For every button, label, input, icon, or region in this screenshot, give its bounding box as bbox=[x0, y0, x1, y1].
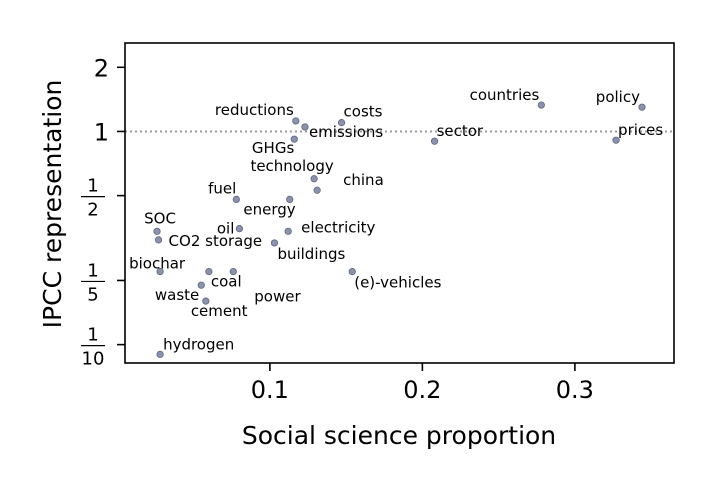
y-axis-title: IPCC representation bbox=[38, 80, 67, 329]
y-tick-numerator: 1 bbox=[87, 325, 98, 346]
data-point bbox=[156, 350, 164, 358]
point-label: cement bbox=[191, 302, 248, 320]
point-label: emissions bbox=[309, 123, 383, 141]
y-tick-fraction: 110 bbox=[81, 325, 105, 370]
point-label: countries bbox=[470, 86, 540, 104]
data-point bbox=[301, 123, 309, 131]
data-point bbox=[153, 227, 161, 235]
data-point bbox=[232, 195, 240, 204]
y-tick-numerator: 1 bbox=[87, 176, 98, 197]
point-label: SOC bbox=[144, 209, 176, 227]
point-label: electricity bbox=[301, 218, 375, 236]
point-label: biochar bbox=[129, 255, 186, 273]
y-tick-label: 2 bbox=[94, 54, 109, 82]
x-tick-label: 0.1 bbox=[251, 376, 289, 404]
y-tick-fraction: 12 bbox=[81, 176, 105, 221]
data-point bbox=[290, 135, 298, 143]
data-point bbox=[337, 119, 346, 127]
y-tick-label: 1 bbox=[94, 118, 109, 146]
data-point bbox=[202, 297, 210, 305]
data-point bbox=[284, 227, 292, 235]
data-point bbox=[205, 268, 213, 276]
points-layer bbox=[153, 101, 646, 358]
data-point bbox=[313, 186, 321, 194]
point-label: waste bbox=[155, 286, 199, 304]
point-label: (e)-vehicles bbox=[354, 274, 441, 292]
point-label: prices bbox=[618, 121, 663, 139]
data-point bbox=[286, 195, 294, 204]
point-label: fuel bbox=[208, 179, 236, 197]
data-point bbox=[235, 225, 243, 233]
point-label: reductions bbox=[215, 101, 294, 119]
data-point bbox=[197, 281, 205, 289]
point-label: costs bbox=[344, 103, 383, 121]
data-point bbox=[156, 268, 164, 276]
point-label: china bbox=[343, 171, 384, 189]
data-point bbox=[430, 137, 439, 145]
point-label: technology bbox=[250, 157, 333, 175]
point-label: coal bbox=[211, 273, 242, 291]
data-point bbox=[310, 175, 318, 183]
x-tick-label: 0.2 bbox=[403, 376, 441, 404]
y-tick-denominator: 10 bbox=[82, 349, 105, 370]
plot-frame bbox=[124, 42, 675, 364]
data-point bbox=[612, 136, 620, 144]
data-point bbox=[638, 103, 646, 111]
x-axis: 0.1 0.2 0.3 bbox=[251, 363, 594, 404]
y-tick-numerator: 1 bbox=[87, 260, 98, 281]
point-label: power bbox=[254, 288, 301, 306]
data-point bbox=[292, 117, 300, 125]
y-tick-fraction: 15 bbox=[81, 260, 105, 305]
point-label: hydrogen bbox=[163, 335, 234, 353]
data-point bbox=[229, 268, 237, 276]
point-label: GHGs bbox=[252, 139, 295, 157]
data-point bbox=[348, 268, 356, 276]
point-label: sector bbox=[437, 122, 484, 140]
data-point bbox=[537, 101, 545, 109]
data-point bbox=[154, 236, 163, 244]
point-label: policy bbox=[596, 88, 640, 106]
point-label: buildings bbox=[277, 245, 345, 263]
data-point bbox=[270, 239, 279, 247]
point-label: CO2 storage bbox=[169, 232, 263, 250]
point-label: oil bbox=[217, 220, 235, 238]
y-tick-denominator: 2 bbox=[87, 200, 98, 221]
y-tick-denominator: 5 bbox=[87, 284, 98, 305]
point-label: energy bbox=[243, 200, 295, 218]
point-labels-layer: countries policy reductions costs emissions G… bbox=[129, 86, 663, 353]
x-tick-label: 0.3 bbox=[556, 376, 594, 404]
x-axis-title: Social science proportion bbox=[242, 421, 556, 450]
